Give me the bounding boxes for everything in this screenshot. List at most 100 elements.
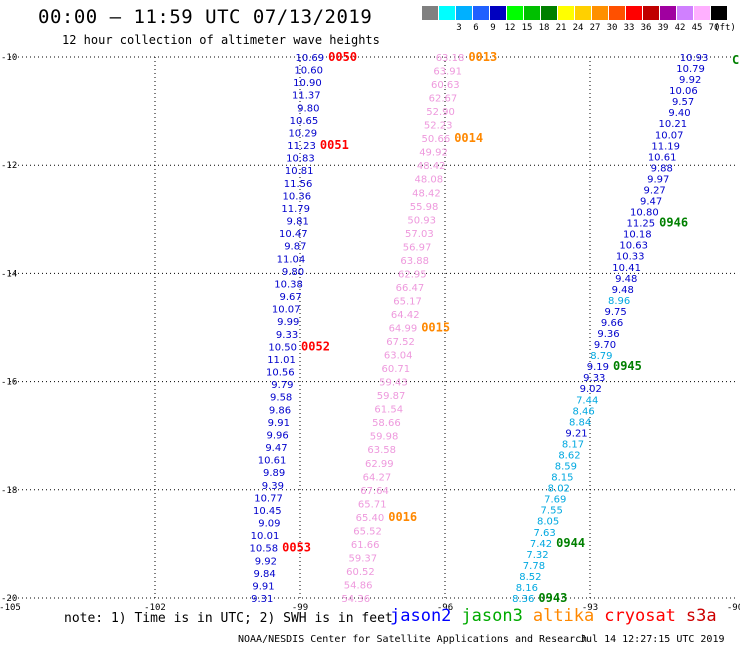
wave-height-value: 10.50 <box>268 342 297 353</box>
map-title: 00:00 – 11:59 UTC 07/13/2019 <box>38 6 373 28</box>
scale-label: 33 <box>623 23 635 33</box>
wave-height-value: 9.92 <box>255 556 277 567</box>
scale-swatch <box>473 6 489 20</box>
wave-height-value: 9.99 <box>277 317 299 328</box>
wave-height-value: 11.19 <box>651 141 680 152</box>
wave-height-value: 9.48 <box>612 285 634 296</box>
credit-timestamp: Jul 14 12:27:15 UTC 2019 <box>580 634 725 645</box>
wave-height-value: 8.15 <box>551 473 573 484</box>
wave-height-value: 9.39 <box>262 481 284 492</box>
wave-height-value: 11.25 <box>627 219 656 230</box>
pass-time-label: 0052 <box>301 339 330 353</box>
scale-label: 12 <box>504 23 516 33</box>
wave-height-value: 7.55 <box>541 506 563 517</box>
wave-height-value: 64.99 <box>389 324 418 335</box>
scale-swatch <box>677 6 693 20</box>
wave-height-value: 9.33 <box>276 330 298 341</box>
lon-tick-label: -102 <box>144 603 166 613</box>
scale-label: 21 <box>555 23 567 33</box>
wave-height-value: 62.67 <box>429 94 458 105</box>
wave-height-value: 67.64 <box>360 486 389 497</box>
wave-height-value: 48.08 <box>414 175 443 186</box>
wave-height-value: 8.62 <box>558 450 580 461</box>
wave-height-value: 8.36 <box>512 594 534 605</box>
legend-item-s3a: s3a <box>685 606 717 626</box>
wave-height-value: 9.66 <box>601 318 623 329</box>
wave-height-value: 59.37 <box>349 553 378 564</box>
lat-tick-label: -12 <box>1 161 17 171</box>
wave-height-value: 61.54 <box>374 405 403 416</box>
wave-height-value: 10.60 <box>294 66 323 77</box>
wave-height-value: 9.87 <box>284 242 306 253</box>
wave-height-value: 56.97 <box>403 242 432 253</box>
scale-swatch <box>524 6 540 20</box>
wave-height-value: 10.58 <box>249 544 278 555</box>
wave-height-value: 10.79 <box>676 64 705 75</box>
wave-height-value: 9.47 <box>265 443 287 454</box>
scale-swatch <box>626 6 642 20</box>
wave-height-value: 10.61 <box>648 152 677 163</box>
lat-tick-label: -10 <box>1 53 17 63</box>
wave-height-value: 52.90 <box>426 107 455 118</box>
wave-height-value: 10.56 <box>266 368 295 379</box>
wave-height-value: 11.56 <box>284 179 313 190</box>
scale-swatch <box>643 6 659 20</box>
lon-tick-label: -96 <box>437 603 453 613</box>
pass-time-label: 0015 <box>421 321 450 335</box>
legend-item-jason3: jason3 <box>461 606 523 626</box>
scale-label: 39 <box>657 23 669 33</box>
wave-height-value: 10.33 <box>616 252 645 263</box>
wave-height-value: 58.66 <box>372 418 401 429</box>
wave-height-value: 9.96 <box>266 430 288 441</box>
wave-height-value: 10.69 <box>296 53 325 64</box>
wave-height-value: 49.92 <box>419 148 448 159</box>
scale-label: 27 <box>589 23 601 33</box>
satellite-legend: jason2 jason3 altika cryosat s3a <box>390 606 727 626</box>
wave-height-value: 52.23 <box>424 121 453 132</box>
footer-note: note: 1) Time is in UTC; 2) SWH is in fe… <box>64 611 393 626</box>
lon-tick-label: -99 <box>292 603 308 613</box>
scale-label: 18 <box>538 23 550 33</box>
wave-height-value: 10.29 <box>288 128 317 139</box>
pass-time-label: 0943 <box>538 591 567 605</box>
wave-height-value: 10.63 <box>619 241 648 252</box>
scale-label: 70 <box>708 23 720 33</box>
wave-height-value: 8.96 <box>608 296 630 307</box>
scale-swatch <box>609 6 625 20</box>
map-subtitle: 12 hour collection of altimeter wave hei… <box>62 33 380 47</box>
scale-swatch <box>456 6 472 20</box>
wave-height-value: 10.01 <box>251 531 280 542</box>
wave-height-value: 10.18 <box>623 230 652 241</box>
wave-height-value: 10.06 <box>669 86 698 97</box>
scale-swatch <box>592 6 608 20</box>
scale-label: 6 <box>473 23 479 33</box>
scale-label: 30 <box>606 23 618 33</box>
scale-label: 42 <box>674 23 686 33</box>
scale-label: 45 <box>691 23 703 33</box>
pass-time-label: 0051 <box>320 138 349 152</box>
wave-height-value: 9.88 <box>651 163 673 174</box>
wave-height-value: 7.78 <box>523 561 545 572</box>
wave-height-value: 9.80 <box>297 103 319 114</box>
wave-height-value: 8.17 <box>562 439 584 450</box>
wave-height-value: 8.16 <box>516 583 538 594</box>
wave-height-value: 10.81 <box>285 166 314 177</box>
wave-height-value: 11.01 <box>267 355 296 366</box>
wave-height-value: 64.27 <box>363 472 392 483</box>
wave-height-value: 9.86 <box>269 405 291 416</box>
lat-tick-label: -18 <box>1 486 17 496</box>
wave-height-value: 63.04 <box>384 351 413 362</box>
scale-swatch <box>490 6 506 20</box>
wave-height-value: 7.42 <box>530 539 552 550</box>
wave-height-value: 10.38 <box>274 279 303 290</box>
wave-height-value: 54.86 <box>344 580 373 591</box>
scale-unit: (ft) <box>714 23 736 33</box>
wave-height-value: 50.66 <box>422 134 451 145</box>
wave-height-value: 11.23 <box>287 141 316 152</box>
wave-height-value: 65.40 <box>356 513 385 524</box>
scale-swatch <box>711 6 727 20</box>
pass-time-label: 0946 <box>659 216 688 230</box>
wave-height-value: 9.91 <box>252 581 274 592</box>
lat-tick-label: -20 <box>1 594 17 604</box>
